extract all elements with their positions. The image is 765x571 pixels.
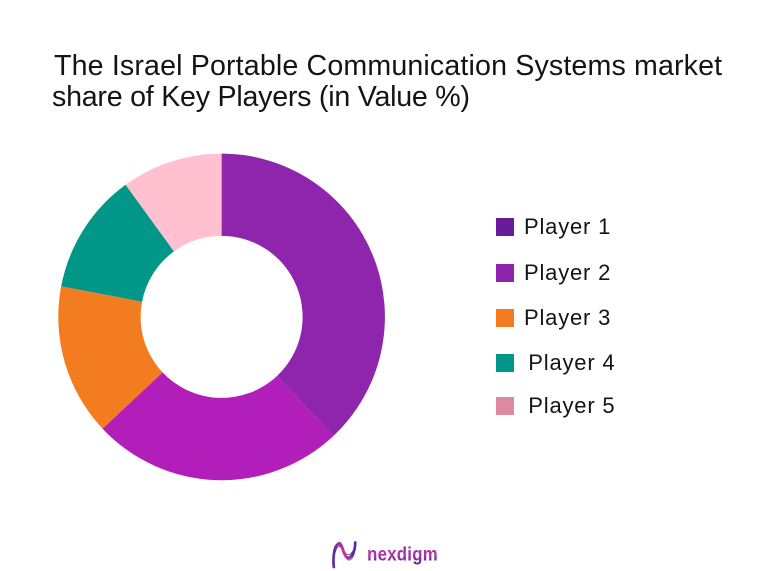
svg-text:nexdigm: nexdigm <box>367 545 438 566</box>
